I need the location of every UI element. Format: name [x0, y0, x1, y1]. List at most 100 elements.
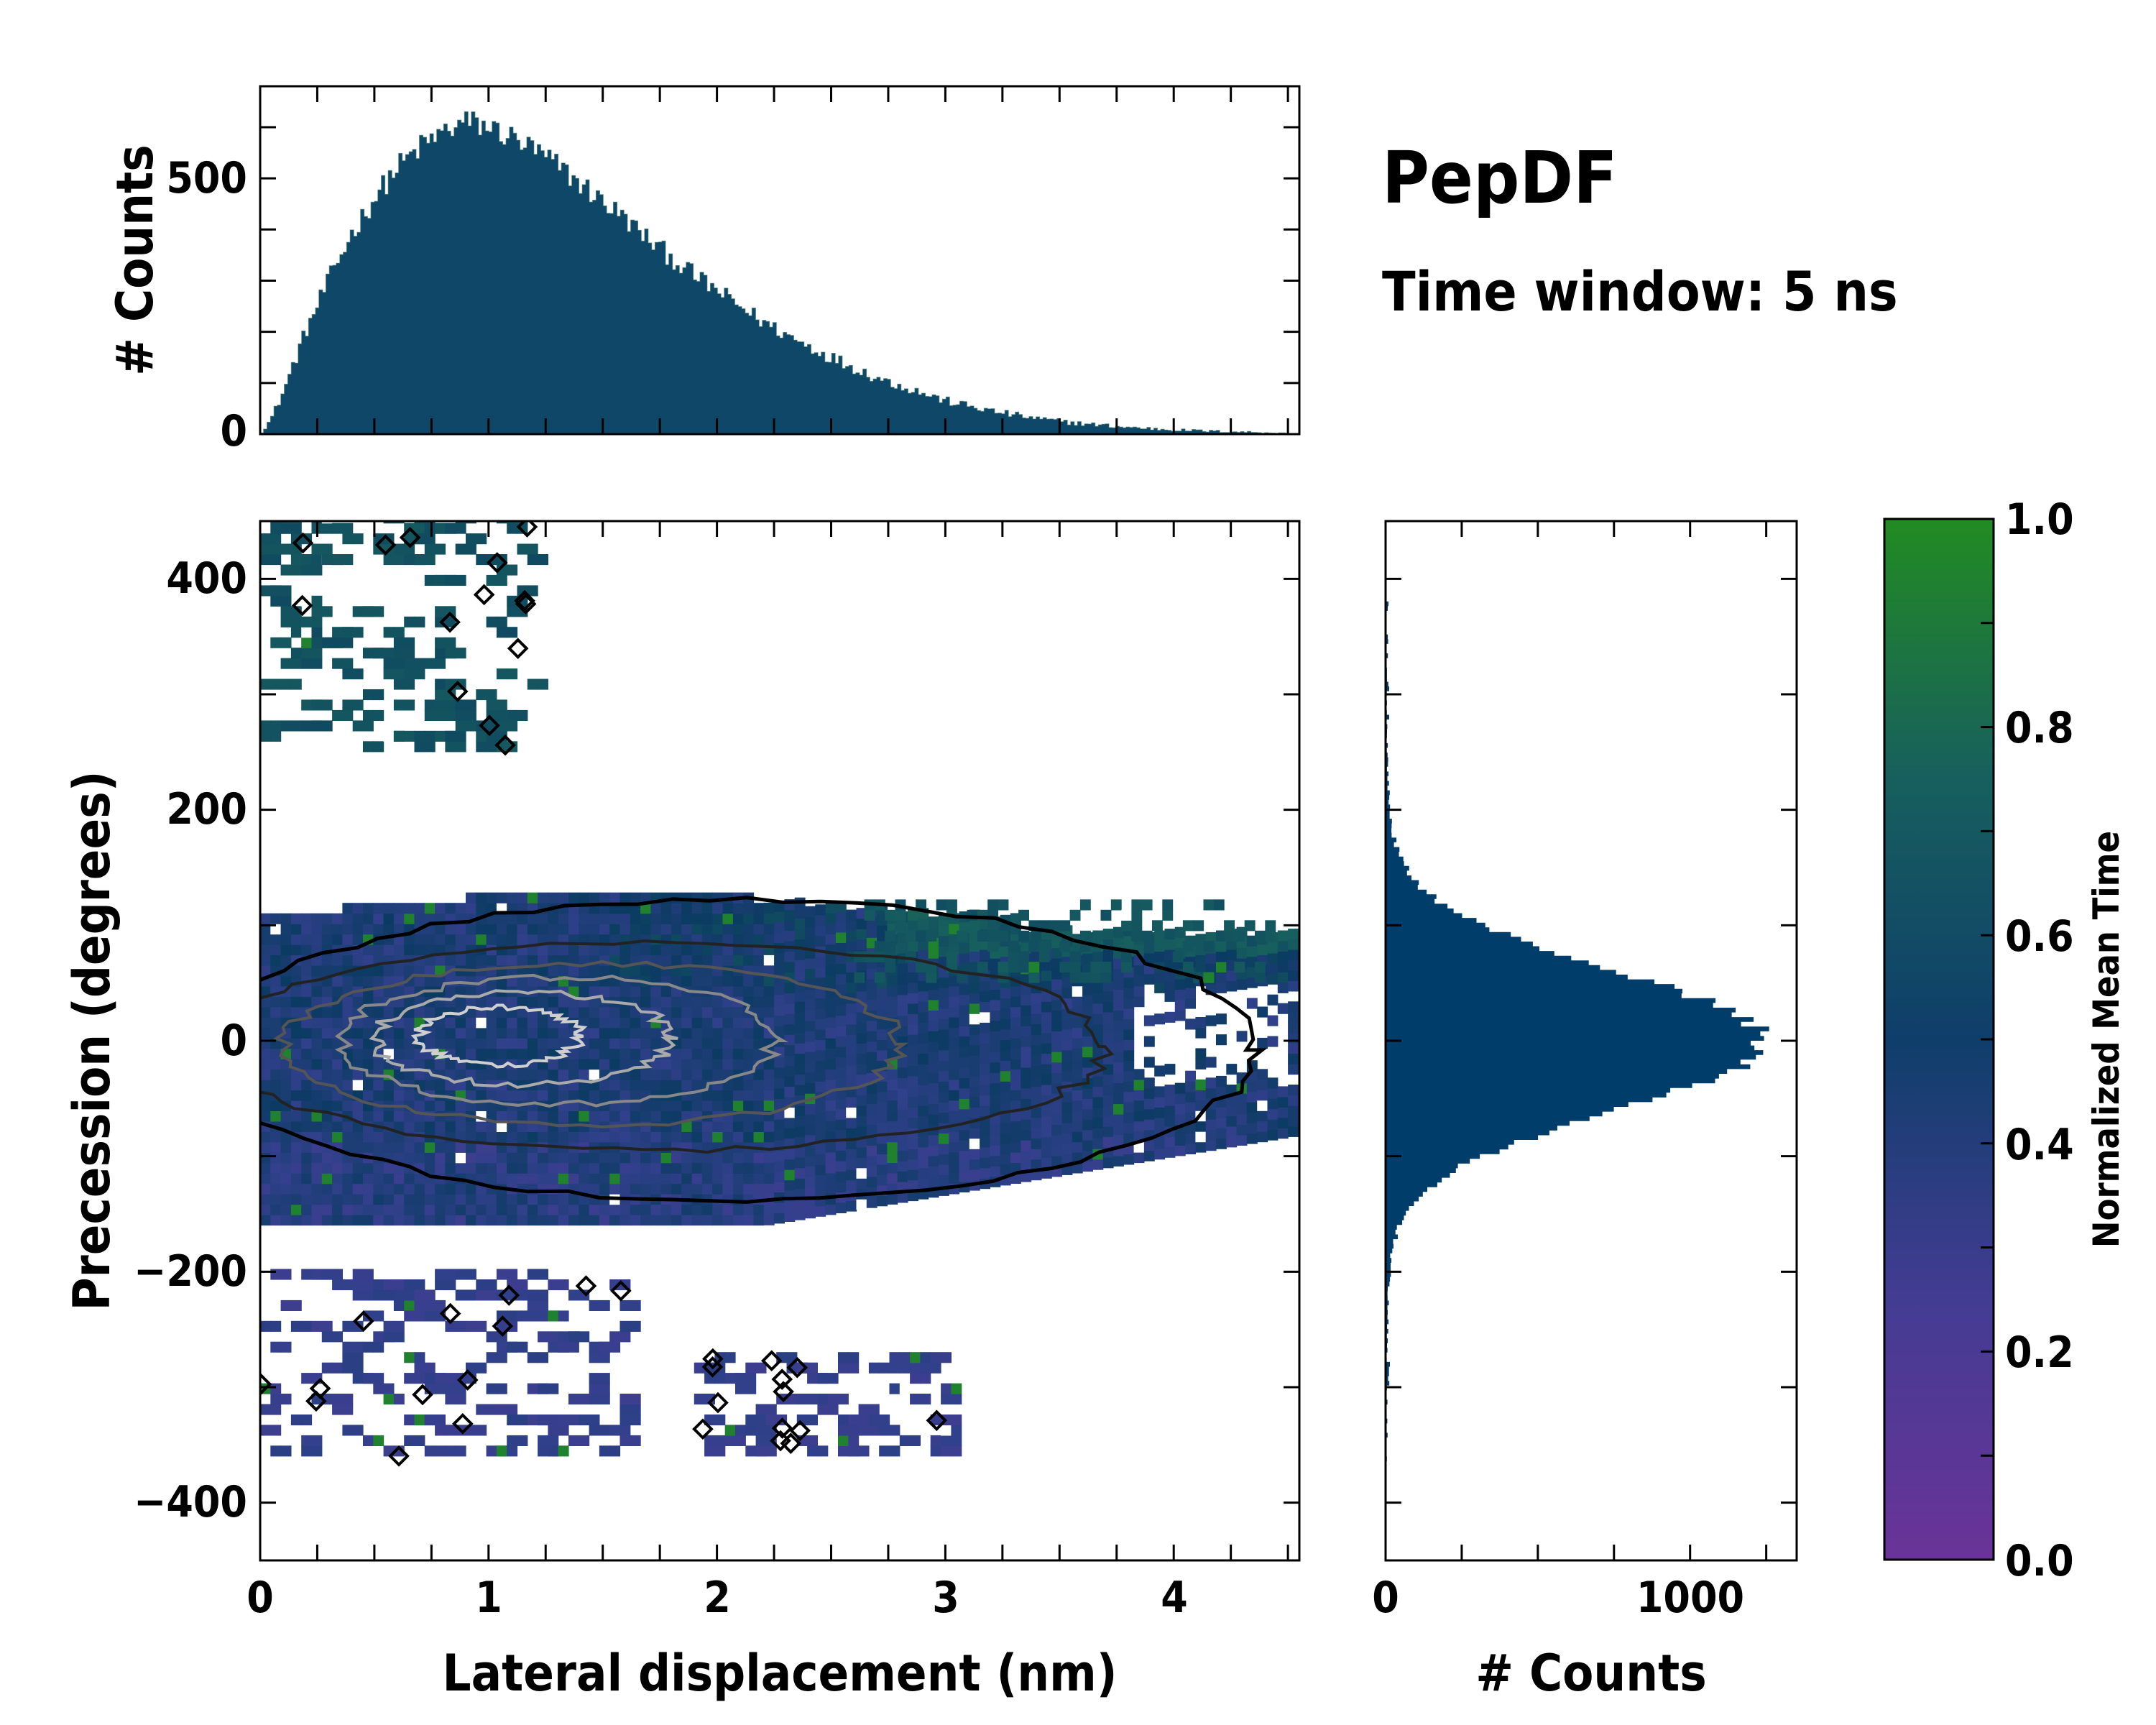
heatmap-cell	[753, 1080, 765, 1091]
island-cell	[1141, 899, 1153, 911]
outlier-cell-2	[735, 1373, 746, 1384]
heatmap-cell	[609, 965, 621, 977]
outlier-cell-1	[424, 1362, 436, 1374]
heatmap-cell	[527, 996, 538, 1008]
heatmap-cell	[589, 1090, 600, 1101]
outlier-cell-0	[507, 523, 518, 534]
heatmap-cell	[260, 1194, 271, 1205]
outer-contour	[260, 896, 1268, 1204]
heatmap-cell	[260, 913, 271, 924]
heatmap-cell	[486, 1027, 497, 1039]
heatmap-cell	[568, 1110, 579, 1122]
heatmap-cell	[805, 1052, 816, 1063]
heatmap-cell	[805, 968, 816, 980]
heatmap-cell	[579, 1131, 590, 1143]
heatmap-cell	[1185, 998, 1196, 1009]
heatmap-cell	[568, 924, 579, 935]
heatmap-cell	[732, 1006, 744, 1018]
heatmap-cell	[1010, 1090, 1021, 1101]
heatmap-cell	[414, 944, 425, 956]
heatmap-cell	[1195, 1121, 1207, 1132]
heatmap-cell	[660, 1141, 672, 1153]
outlier-cell-0	[435, 523, 446, 534]
heatmap-cell	[1123, 1102, 1135, 1113]
heatmap-cell	[1092, 1086, 1104, 1098]
heatmap-cell	[774, 1015, 785, 1026]
outlier-cell-1	[342, 1341, 354, 1353]
heatmap-cell	[794, 1032, 806, 1044]
heatmap-cell	[640, 1173, 651, 1184]
heatmap-cell	[424, 1215, 436, 1226]
top-histogram-panel: 0 500 # Counts	[106, 85, 1301, 456]
outlier-cell-0	[393, 521, 405, 524]
outlier-cell-0	[424, 554, 436, 566]
heatmap-cell	[599, 985, 610, 997]
outlier-cell-1	[496, 1352, 507, 1363]
heatmap-cell	[589, 1215, 600, 1226]
heatmap-cell	[435, 1027, 446, 1039]
heatmap-cell	[321, 1215, 333, 1226]
heatmap-cell	[548, 1173, 559, 1184]
heatmap-cell	[619, 1162, 631, 1174]
heatmap-cell	[260, 1173, 271, 1184]
heatmap-cell	[743, 1017, 755, 1029]
heatmap-cell	[856, 1167, 867, 1179]
heatmap-cell	[846, 1128, 857, 1139]
outlier-cell-1	[383, 1279, 395, 1291]
heatmap-cell	[846, 1096, 857, 1108]
heatmap-cell	[660, 1080, 672, 1091]
outlier-cell-2	[755, 1425, 767, 1436]
heatmap-cell	[701, 1017, 713, 1029]
heatmap-cell	[835, 911, 847, 923]
heatmap-cell	[897, 994, 908, 1006]
heatmap-cell	[763, 1090, 775, 1101]
heatmap-cell	[691, 1162, 703, 1174]
heatmap-cell	[938, 1091, 949, 1103]
heatmap-cell	[938, 935, 949, 947]
heatmap-cell	[517, 892, 528, 903]
heatmap-cell	[671, 1017, 682, 1029]
heatmap-cell	[732, 1080, 744, 1091]
heatmap-cell	[938, 1060, 949, 1072]
heatmap-cell	[794, 1053, 806, 1064]
heatmap-cell	[619, 1204, 631, 1215]
outlier-cell-2	[858, 1445, 870, 1457]
outlier-cell-1	[373, 1279, 384, 1291]
heatmap-cell	[311, 1090, 323, 1101]
outlier-contour	[760, 1350, 783, 1372]
heatmap-cell	[846, 1169, 857, 1181]
outlier-cell-2	[858, 1425, 870, 1436]
heatmap-cell	[301, 1059, 313, 1070]
heatmap-cell	[815, 1143, 826, 1154]
heatmap-cell	[404, 1038, 415, 1049]
outlier-cell-1	[321, 1331, 333, 1343]
heatmap-cell	[1164, 1095, 1176, 1106]
heatmap-cell	[701, 1090, 713, 1101]
heatmap-cell	[722, 1038, 734, 1049]
cbar-tick-1: 1.0	[2005, 494, 2074, 545]
outlier-cell-0	[455, 648, 466, 659]
outlier-cell-2	[704, 1394, 715, 1405]
outlier-cell-2	[745, 1414, 757, 1426]
heatmap-cell	[959, 1140, 970, 1151]
heatmap-cell	[445, 903, 456, 914]
heatmap-cell	[640, 985, 651, 997]
heatmap-cell	[650, 1080, 662, 1091]
heatmap-cell	[918, 1105, 929, 1116]
heatmap-cell	[311, 985, 323, 997]
heatmap-cell	[794, 908, 806, 919]
heatmap-cell	[980, 1105, 990, 1116]
heatmap-cell	[496, 1006, 507, 1018]
heatmap-cell	[342, 1183, 354, 1195]
heatmap-cell	[393, 1152, 405, 1164]
heatmap-cell	[630, 1100, 641, 1111]
heatmap-cell	[1133, 1069, 1145, 1080]
heatmap-cell	[496, 1131, 507, 1143]
outlier-cell-1	[630, 1414, 641, 1426]
heatmap-cell	[548, 924, 559, 935]
heatmap-cell	[599, 1152, 610, 1164]
outlier-cell-1	[424, 1289, 436, 1301]
heatmap-cell	[918, 1095, 929, 1106]
outlier-cell-1	[445, 1279, 456, 1291]
